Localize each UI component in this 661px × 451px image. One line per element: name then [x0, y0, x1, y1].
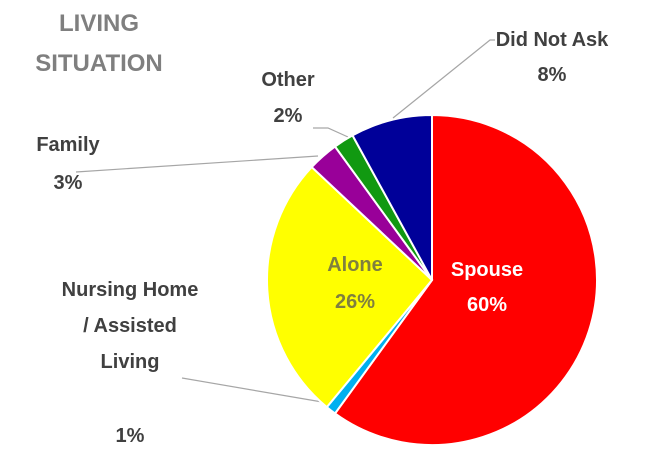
pie-slice — [333, 113, 598, 446]
slice-value-label: 60% — [466, 294, 508, 316]
slice-label: Spouse — [450, 259, 524, 281]
slice-value-label: 8% — [537, 64, 567, 86]
slice-value-label: 26% — [334, 291, 376, 313]
slice-value-label: 3% — [53, 172, 83, 194]
slice-label: Did Not Ask — [495, 29, 609, 51]
leader-line — [392, 39, 495, 119]
slice-label: Family — [36, 134, 100, 156]
slice-value-label: 2% — [273, 105, 303, 127]
leader-line — [181, 377, 329, 404]
pie-slice — [266, 165, 434, 409]
slice-label: Nursing Home / Assisted Living — [61, 279, 199, 373]
slice-label: Other — [261, 69, 315, 91]
leader-line — [313, 127, 349, 138]
slice-label: Alone — [327, 254, 383, 276]
pie-slice — [351, 113, 433, 281]
chart-title: LIVING SITUATION — [35, 10, 163, 77]
slice-value-label: 1% — [115, 425, 145, 447]
leader-line — [75, 155, 319, 173]
